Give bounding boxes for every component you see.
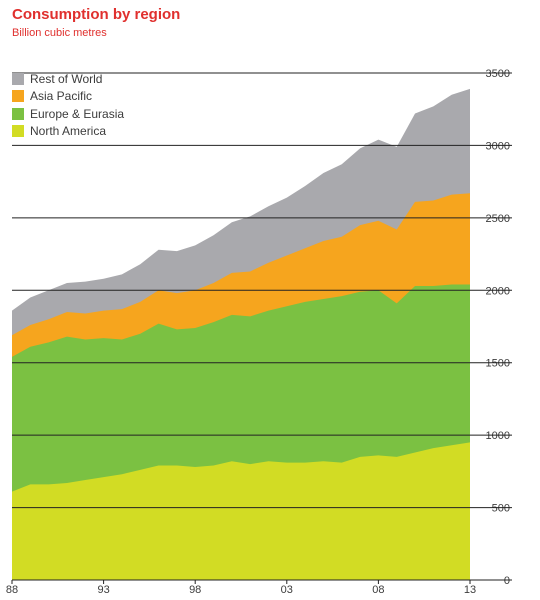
legend-item: Rest of World <box>12 70 124 88</box>
x-tick-label: 08 <box>372 584 384 596</box>
chart-title: Consumption by region <box>12 6 181 23</box>
legend-swatch <box>12 125 24 138</box>
x-tick-label: 13 <box>464 584 476 596</box>
x-tick-label: 93 <box>97 584 109 596</box>
x-tick-label: 03 <box>281 584 293 596</box>
y-tick-label: 2500 <box>486 213 510 225</box>
chart-legend: Rest of World Asia Pacific Europe & Eurasi… <box>12 70 124 140</box>
chart-subtitle: Billion cubic metres <box>12 27 107 39</box>
y-tick-label: 500 <box>492 503 510 515</box>
legend-label: North America <box>30 124 107 139</box>
legend-swatch <box>12 72 24 85</box>
y-tick-label: 3000 <box>486 140 510 152</box>
legend-label: Asia Pacific <box>30 89 93 104</box>
legend-item: Europe & Eurasia <box>12 105 124 123</box>
y-tick-label: 2000 <box>486 285 510 297</box>
y-tick-label: 1000 <box>486 430 510 442</box>
legend-label: Europe & Eurasia <box>30 106 125 121</box>
y-tick-label: 0 <box>504 575 510 587</box>
legend-item: North America <box>12 123 124 141</box>
x-tick-label: 88 <box>6 584 18 596</box>
legend-swatch <box>12 90 24 103</box>
legend-label: Rest of World <box>30 71 103 86</box>
y-tick-label: 3500 <box>486 68 510 80</box>
x-tick-label: 98 <box>189 584 201 596</box>
legend-swatch <box>12 107 24 120</box>
y-tick-label: 1500 <box>486 358 510 370</box>
legend-item: Asia Pacific <box>12 88 124 106</box>
area-north-america <box>12 442 470 580</box>
